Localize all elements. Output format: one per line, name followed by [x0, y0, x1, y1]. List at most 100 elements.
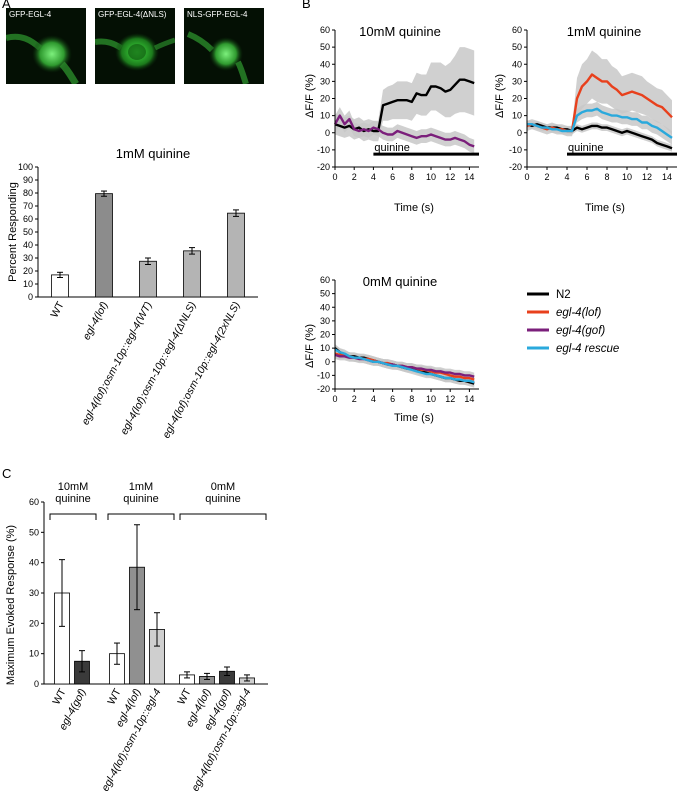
y-tick-label: 10	[512, 111, 522, 121]
x-tick-label: 10	[426, 394, 436, 404]
y-tick-label: 0	[325, 357, 330, 367]
micrograph-nls-gfp-egl-4: NLS-GFP-EGL-4	[184, 8, 264, 84]
y-tick-label: 20	[320, 330, 330, 340]
series-line	[333, 114, 475, 148]
x-tick-label: 14	[464, 172, 474, 182]
chart-a-percent-responding: 1mM quinine Percent Responding 0 10 20 30 40…	[7, 146, 258, 440]
panel-label-c: C	[2, 466, 11, 481]
y-tick-label: 10	[23, 279, 33, 289]
chart-c-maximum-evoked-response: Maximum Evoked Response (%) 0 10 20 30 40 50 6…	[5, 481, 268, 793]
panel-label-a: A	[2, 0, 11, 11]
group-bracket	[179, 513, 267, 520]
x-tick-label: 2	[352, 394, 357, 404]
x-tick-label: 2	[544, 172, 549, 182]
y-axis-label: ΔF/F (%)	[494, 74, 506, 118]
x-tick-label: 6	[584, 172, 589, 182]
chart-b-0mm-quinine: 0mM quinine ΔF/F (%) Time (s) -20 -10 0 10 2…	[304, 274, 479, 424]
chart-title: 1mM quinine	[567, 24, 641, 39]
category-label: WT	[105, 686, 124, 707]
stimulus-label: quinine	[374, 142, 409, 154]
y-axis-label: Maximum Evoked Response (%)	[5, 525, 17, 685]
group-label: 0mM	[211, 481, 235, 493]
chart-title: 10mM quinine	[359, 24, 441, 39]
y-tick-label: 50	[29, 527, 39, 537]
y-tick-label: 30	[512, 76, 522, 86]
y-tick-label: 60	[23, 214, 33, 224]
category-label: egl-4(lof);osm-10p::egl-4(ΔNLS)	[118, 300, 198, 437]
x-tick-label: 0	[332, 394, 337, 404]
group-label: quinine	[205, 493, 240, 505]
bar	[51, 274, 69, 298]
legend-label: egl-4(gof)	[556, 325, 605, 337]
y-tick-label: 60	[512, 25, 522, 35]
stimulus-label: quinine	[568, 142, 603, 154]
y-tick-label: 0	[28, 292, 33, 302]
chart-b-10mm-quinine: 10mM quinine ΔF/F (%) Time (s) -20 -10 0 10…	[304, 24, 479, 214]
y-axis-label: ΔF/F (%)	[304, 324, 316, 368]
category-label: WT	[175, 686, 194, 707]
y-tick-label: 20	[512, 94, 522, 104]
y-tick-label: 40	[23, 240, 33, 250]
legend: N2 egl-4(lof) egl-4(gof) egl-4 rescue	[527, 289, 619, 355]
y-axis-label: Percent Responding	[7, 182, 19, 282]
x-tick-label: 14	[662, 172, 672, 182]
series-line	[334, 78, 475, 133]
y-tick-label: 10	[320, 343, 330, 353]
y-tick-label: 20	[29, 618, 39, 628]
x-tick-label: 12	[445, 172, 455, 182]
x-tick-label: 14	[464, 394, 474, 404]
x-tick-label: 8	[409, 394, 414, 404]
bar	[139, 260, 157, 298]
category-label: WT	[48, 299, 67, 320]
chart-title: 1mM quinine	[116, 146, 190, 161]
x-axis-label: Time (s)	[585, 202, 625, 214]
x-tick-label: 8	[409, 172, 414, 182]
y-tick-label: 50	[320, 42, 330, 52]
micrograph-label: NLS-GFP-EGL-4	[187, 10, 248, 19]
x-tick-label: 0	[524, 172, 529, 182]
group-bracket	[107, 513, 175, 520]
chart-b-1mm-quinine: 1mM quinine ΔF/F (%) Time (s) -20 -10 0 10 2…	[494, 24, 677, 214]
y-tick-label: 100	[18, 162, 33, 172]
y-tick-label: 50	[512, 42, 522, 52]
neuron-image	[186, 31, 249, 84]
category-label: WT	[50, 686, 69, 707]
legend-label: N2	[556, 289, 571, 301]
y-tick-label: 50	[320, 289, 330, 299]
y-tick-label: 60	[320, 275, 330, 285]
y-tick-label: 10	[29, 649, 39, 659]
y-tick-label: 80	[23, 188, 33, 198]
x-tick-label: 6	[390, 172, 395, 182]
category-label: egl-4(lof)	[81, 300, 111, 342]
y-tick-label: 0	[325, 128, 330, 138]
y-tick-label: 40	[320, 302, 330, 312]
micrograph-gfp-egl-4: GFP-EGL-4	[6, 8, 86, 84]
y-tick-label: 40	[320, 59, 330, 69]
group-label: quinine	[123, 493, 158, 505]
group-bracket	[49, 513, 97, 520]
sem-band	[527, 101, 672, 145]
group-label: 1mM	[129, 481, 153, 493]
bar	[227, 212, 245, 298]
micrograph-gfp-egl-4-dnls: GFP-EGL-4(ΔNLS)	[95, 8, 175, 84]
y-tick-label: 40	[29, 558, 39, 568]
sem-band	[527, 50, 672, 137]
group-label: quinine	[55, 493, 90, 505]
x-tick-label: 4	[564, 172, 569, 182]
series-line	[527, 107, 673, 139]
y-tick-label: 60	[29, 497, 39, 507]
x-tick-label: 12	[642, 172, 652, 182]
y-tick-label: 90	[23, 175, 33, 185]
chart-title: 0mM quinine	[363, 274, 437, 289]
y-tick-label: -20	[317, 162, 330, 172]
y-tick-label: 20	[320, 94, 330, 104]
neuron-image	[95, 33, 175, 71]
y-tick-label: 30	[320, 316, 330, 326]
y-tick-label: 10	[320, 111, 330, 121]
panel-label-b: B	[302, 0, 311, 11]
y-tick-label: 0	[34, 679, 39, 689]
x-tick-label: 2	[352, 172, 357, 182]
series-line	[334, 348, 475, 384]
x-tick-label: 4	[371, 394, 376, 404]
